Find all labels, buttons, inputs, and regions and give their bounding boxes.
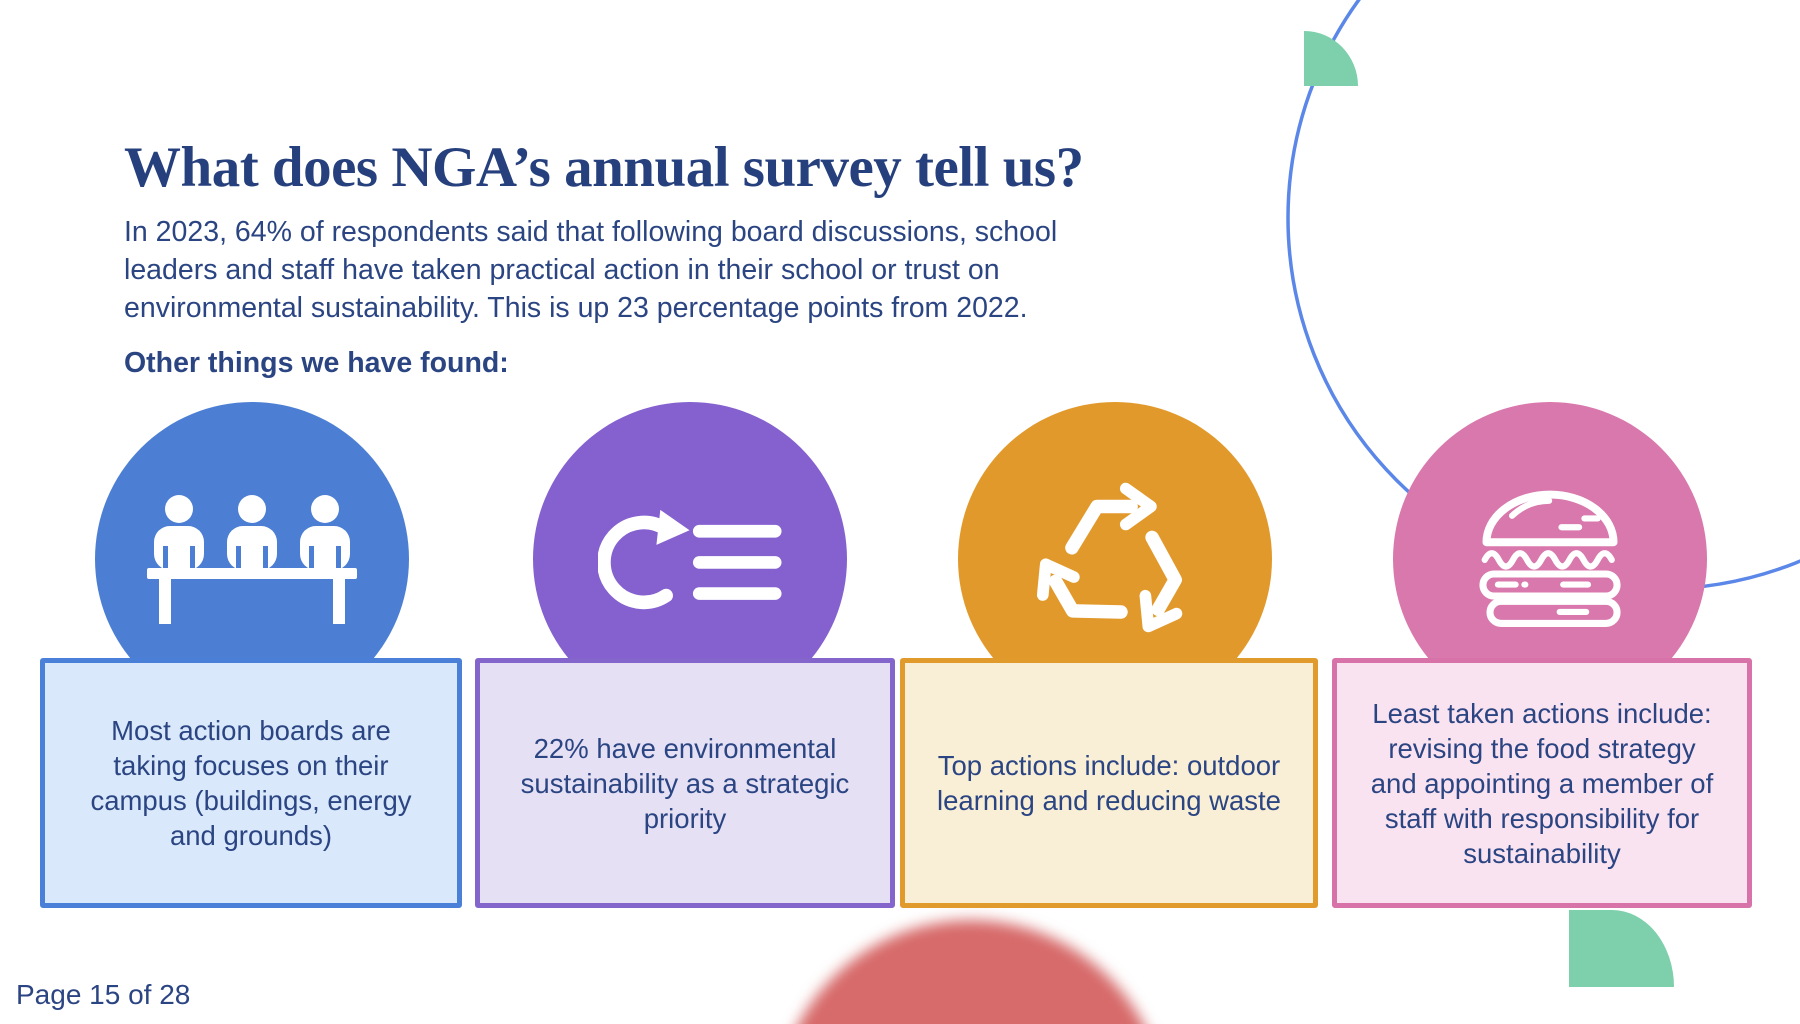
recycling-icon: [1025, 482, 1205, 642]
card-text: 22% have environmental sustainability as…: [520, 732, 850, 834]
card-box-recycling: Top actions include: outdoor learning an…: [900, 658, 1318, 908]
board-meeting-icon: [147, 495, 357, 624]
page-title: What does NGA’s annual survey tell us?: [124, 136, 1084, 200]
burger-icon: [1479, 490, 1621, 627]
page-number: Page 15 of 28: [16, 979, 191, 1010]
card-text: Top actions include: outdoor learning an…: [937, 750, 1281, 816]
intro-line: environmental sustainability. This is up…: [124, 292, 1028, 324]
intro-paragraph: In 2023, 64% of respondents said that fo…: [124, 213, 1154, 327]
priority-list-icon: [597, 509, 782, 609]
subheading: Other things we have found:: [124, 347, 509, 379]
intro-line: In 2023, 64% of respondents said that fo…: [124, 216, 1058, 248]
intro-line: leaders and staff have taken practical a…: [124, 254, 1000, 286]
card-box-boards: Most action boards are taking focuses on…: [40, 658, 462, 908]
card-box-food: Least taken actions include: revising th…: [1332, 658, 1752, 908]
card-text: Least taken actions include: revising th…: [1370, 697, 1714, 869]
card-text: Most action boards are taking focuses on…: [90, 715, 412, 851]
card-box-priority: 22% have environmental sustainability as…: [475, 658, 895, 908]
